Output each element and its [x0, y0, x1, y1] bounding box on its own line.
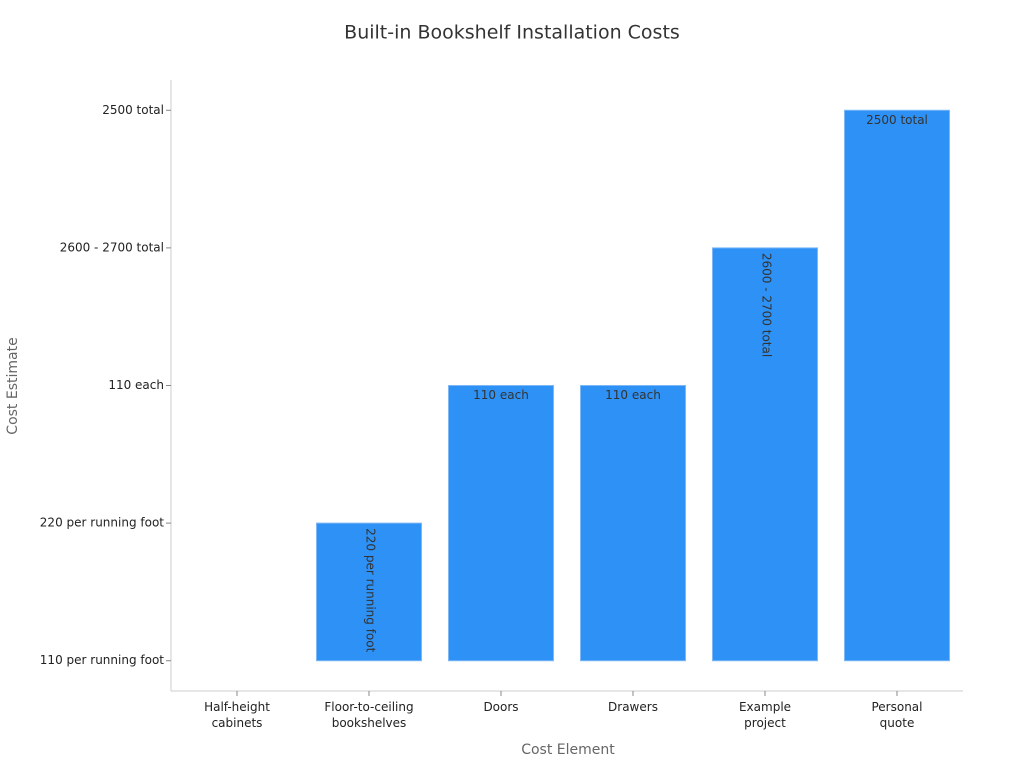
x-tick-label: Floor-to-ceiling bookshelves — [324, 700, 413, 730]
bar — [580, 385, 686, 662]
x-tick-label: Doors — [483, 700, 518, 714]
x-tick-line: Half-height — [204, 700, 270, 714]
y-tick-label: 110 each — [108, 378, 164, 392]
x-tick-line: Personal — [871, 700, 922, 714]
y-tick-label: 2500 total — [102, 103, 164, 117]
x-tick-label: Drawers — [608, 700, 658, 714]
value-label: 2500 total — [866, 113, 928, 127]
bar — [448, 385, 554, 662]
y-tick-label: 2600 - 2700 total — [60, 240, 164, 254]
x-tick-label: Personal quote — [871, 700, 922, 730]
bar — [844, 109, 950, 662]
y-axis-title: Cost Estimate — [5, 337, 21, 434]
value-label: 110 each — [605, 388, 661, 402]
x-tick-line: bookshelves — [332, 716, 407, 730]
bar — [712, 247, 818, 662]
bar — [316, 522, 422, 662]
x-tick-line: Drawers — [608, 700, 658, 714]
x-tick-label: Example project — [739, 700, 791, 730]
y-tick-label: 220 per running foot — [40, 516, 164, 530]
x-axis-title: Cost Element — [521, 742, 615, 758]
y-tick-label: 110 per running foot — [40, 653, 164, 667]
value-label: 110 each — [473, 388, 529, 402]
chart-title: Built-in Bookshelf Installation Costs — [344, 22, 680, 44]
value-label: 2600 - 2700 total — [760, 253, 774, 357]
x-tick-line: Doors — [483, 700, 518, 714]
x-tick-label: Half-height cabinets — [204, 700, 270, 730]
x-tick-line: project — [744, 716, 786, 730]
value-label: 220 per running foot — [364, 528, 378, 652]
x-tick-line: Floor-to-ceiling — [324, 700, 413, 714]
x-tick-line: quote — [880, 716, 915, 730]
x-tick-line: Example — [739, 700, 791, 714]
x-tick-line: cabinets — [212, 716, 263, 730]
